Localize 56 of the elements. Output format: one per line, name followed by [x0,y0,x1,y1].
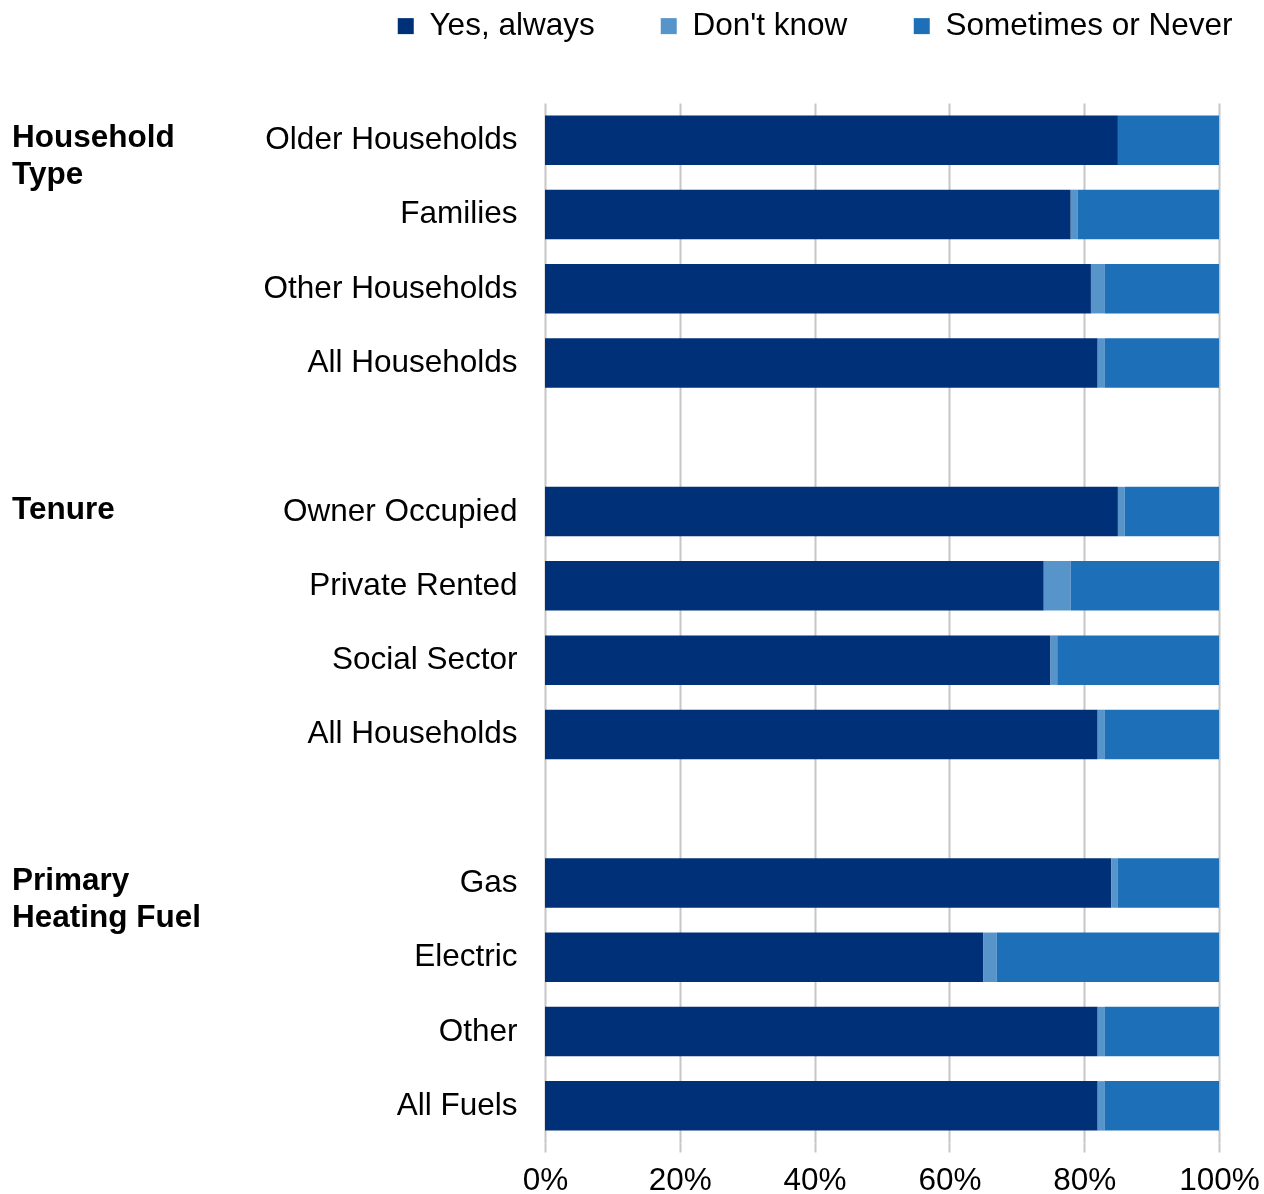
text: Tenure [12,489,115,526]
legend-label: Don't know [692,6,848,43]
bar [545,486,1118,537]
x-tick-label: 100% [1179,1160,1260,1194]
x-tick-label: 60% [918,1160,982,1194]
y-tick-label: Social Sector [331,640,518,677]
y-tick-label: All Fuels [396,1085,518,1122]
y-tick-label: Electric [414,937,518,974]
legend-label: Yes, always [429,6,595,43]
bar [1104,1081,1219,1131]
bar [1057,635,1219,685]
bar [545,932,984,983]
y-tick-label: All Households [307,714,518,751]
bar [1124,486,1219,537]
bar [1050,635,1058,685]
text: Household Type [12,118,175,192]
bar [1097,338,1105,388]
bar [1043,561,1071,611]
y-tick-label: All Households [307,343,518,379]
bar [996,932,1219,983]
y-tick-label: Gas [459,863,518,899]
x-tick-label: 80% [1053,1160,1117,1194]
y-tick-label: Private Rented [309,565,518,602]
bar [545,635,1051,685]
bar [1117,858,1219,908]
bar [545,338,1098,388]
bar [1104,1006,1219,1057]
bar [545,189,1071,240]
x-tick-label: 20% [648,1160,712,1194]
y-tick-label: Older Households [265,120,518,157]
y-tick-label: Other Households [263,268,518,305]
bar [545,561,1044,611]
x-tick-label: 40% [783,1160,847,1194]
y-tick-label: Owner Occupied [282,491,518,528]
bar [545,115,1118,165]
legend-label: Sometimes or Never [945,6,1233,43]
text: Primary Heating Fuel [12,861,202,934]
bar [1111,858,1118,908]
bar [1104,709,1219,760]
bar [545,1006,1098,1057]
bar [545,709,1098,760]
x-tick-label: 0% [522,1160,569,1194]
bar [1090,263,1105,314]
bar [1077,189,1219,240]
y-tick-label: Other [438,1011,518,1048]
bar [1097,1081,1105,1131]
bar [1104,263,1219,314]
bar [545,263,1091,314]
bar [1117,486,1125,537]
bar [1117,115,1219,165]
bar [983,932,997,983]
bar [545,858,1112,908]
bar [1104,338,1219,388]
y-tick-label: Families [400,194,518,231]
bar [1070,561,1219,611]
bar [545,1081,1098,1131]
